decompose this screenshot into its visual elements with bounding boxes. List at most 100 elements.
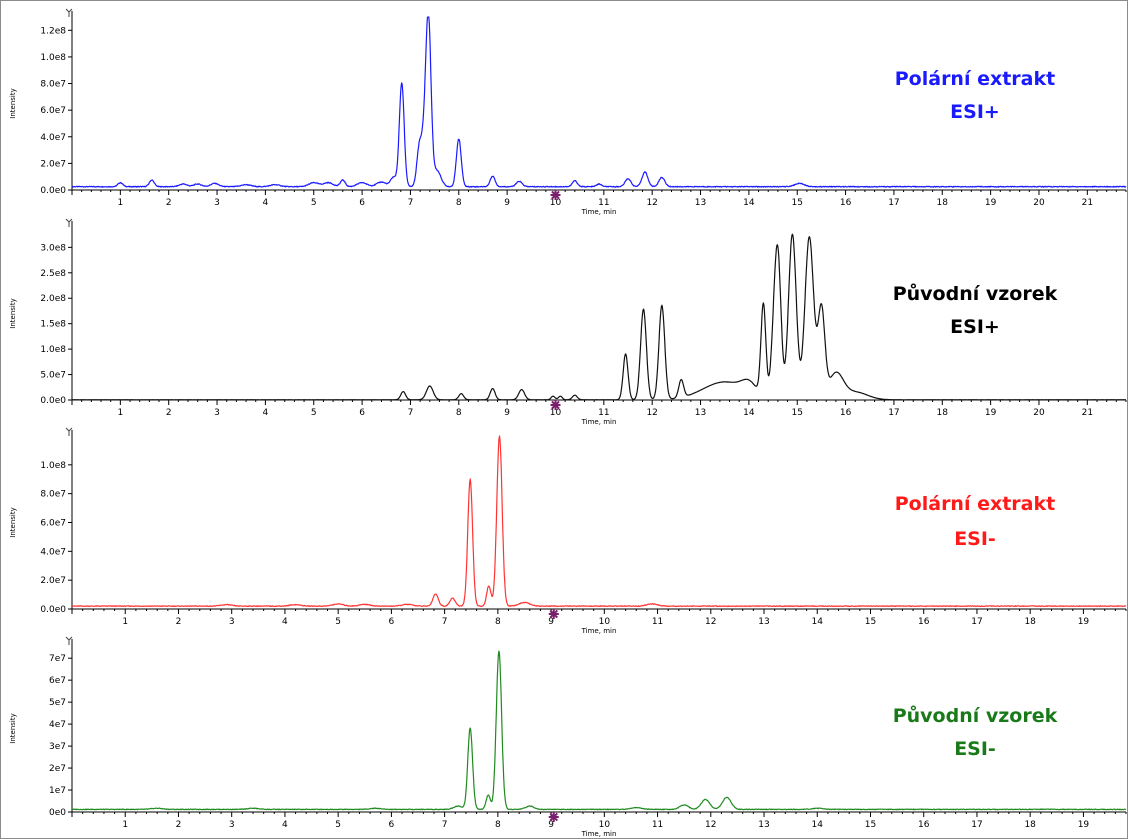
panel-4-x-tick-label: 12 [705,820,716,830]
panel-2-y-tick-label: 0.0e0 [40,396,66,406]
panel-3-x-tick-label: 5 [335,617,341,627]
panel-3-x-tick-label: 4 [282,617,288,627]
panel-1-x-tick-label: 18 [937,198,949,208]
panel-3-y-tick-label: 2.0e7 [40,576,66,586]
panel-2-annotation-line: Původní vzorek [893,282,1058,305]
panel-4-y-tick-label: 1e7 [49,786,66,796]
panel-4-x-tick-label: 18 [1024,820,1036,830]
panel-1-trace [71,16,1127,188]
panel-3-x-tick-label: 8 [495,617,501,627]
panel-2-x-tick-label: 8 [456,408,462,418]
panel-1-marker-icon [550,190,561,200]
panel-4-x-tick-label: 1 [122,820,128,830]
panel-4-annotation-line: Původní vzorek [893,704,1058,727]
panel-2-marker-stroke [551,400,560,410]
panel-2-x-tick-label: 14 [743,408,755,418]
panel-4-y-tick-label: 3e7 [49,742,66,752]
panel-2-x-tick-label: 18 [937,408,949,418]
panel-4-x-tick-label: 5 [335,820,341,830]
panel-3-x-axis-title: Time, min [581,627,617,635]
panel-1-x-tick-label: 10 [550,198,562,208]
panel-1-x-tick-label: 15 [792,198,803,208]
panel-4-axis-handle-icon [65,636,73,645]
panel-2-x-tick-label: 2 [166,408,172,418]
panel-1-y-tick-label: 8.0e7 [40,80,66,90]
panel-4-x-tick-label: 9 [548,820,554,830]
panel-4-x-tick-label: 7 [442,820,448,830]
panel-3-axis-handle-icon [65,427,73,436]
panel-1-x-axis-title: Time, min [581,208,617,216]
panel-4-annotation-line: ESI- [954,738,996,760]
panel-3-x-tick-label: 12 [705,617,716,627]
panel-2-y-tick-label: 3.0e8 [40,243,66,253]
panel-3-x-tick-label: 1 [122,617,128,627]
panel-1-x-tick-label: 6 [359,198,365,208]
panel-1-y-tick-label: 0.0e0 [40,186,66,196]
panel-4-y-tick-label: 5e7 [49,698,66,708]
panel-4-y-tick-label: 6e7 [49,676,66,686]
panel-2-y-tick-label: 1.0e8 [40,345,66,355]
panel-4-x-tick-label: 4 [282,820,288,830]
panel-1-x-tick-label: 12 [646,198,657,208]
panel-4-x-tick-label: 15 [865,820,876,830]
panel-2-y-tick-label: 5.0e7 [40,371,66,381]
panel-2-x-tick-label: 20 [1033,408,1045,418]
panel-1-axis-handle-icon [65,8,73,17]
panel-4-x-tick-label: 6 [389,820,395,830]
panel-2-x-tick-label: 17 [888,408,899,418]
panel-4-x-tick-label: 2 [176,820,182,830]
panel-4-x-tick-label: 8 [495,820,501,830]
panel-4-x-tick-label: 3 [229,820,235,830]
panel-4-trace [71,650,1127,811]
panel-4-y-axis-title: Intensity [9,713,17,743]
panel-2-x-tick-label: 10 [550,408,562,418]
panel-3-trace [71,435,1127,608]
panel-2-y-tick-label: 2.5e8 [40,269,66,279]
panel-1-y-axis-title: Intensity [9,88,17,118]
panel-3-annotation-line: Polární extrakt [895,493,1055,515]
panel-2-x-tick-label: 4 [263,408,269,418]
panel-3-x-tick-label: 10 [599,617,611,627]
panel-3-x-tick-label: 7 [442,617,448,627]
panel-2-x-tick-label: 11 [598,408,609,418]
panel-2-x-tick-label: 3 [214,408,220,418]
panel-1-x-tick-label: 7 [408,198,414,208]
panel-2-annotation-line: ESI+ [950,316,1000,338]
panel-1-x-tick-label: 5 [311,198,317,208]
panel-1-x-tick-label: 19 [985,198,997,208]
panel-4-x-axis-title: Time, min [581,830,617,838]
panel-2-marker-icon [550,400,561,410]
panel-3-x-tick-label: 17 [971,617,982,627]
panel-2-y-axis-title: Intensity [9,298,17,328]
panel-2-x-tick-label: 9 [504,408,510,418]
panel-1-x-tick-label: 16 [840,198,852,208]
panel-3-marker-icon [548,609,559,619]
panel-2-axis-handle-icon [65,218,73,227]
panel-4-y-tick-label: 0e0 [49,808,66,818]
panel-4-x-tick-label: 10 [599,820,611,830]
panel-1-x-tick-label: 8 [456,198,462,208]
panel-2-x-axis-title: Time, min [581,418,617,426]
panel-1-annotation-line: ESI+ [950,101,1000,123]
panel-2-x-tick-label: 15 [792,408,803,418]
panel-3-annotation-line: ESI- [954,528,996,550]
panel-2-x-tick-label: 13 [695,408,706,418]
panel-2-x-tick-label: 5 [311,408,317,418]
panel-4-y-tick-label: 2e7 [49,764,66,774]
panel-1-y-tick-label: 4.0e7 [40,133,66,143]
panel-3-x-tick-label: 16 [918,617,930,627]
panel-1-marker-stroke [551,190,560,200]
panel-3-x-tick-label: 19 [1078,617,1090,627]
panel-4-x-tick-label: 11 [652,820,663,830]
panel-3-y-tick-label: 8.0e7 [40,490,66,500]
panel-1-y-tick-label: 1.2e8 [40,26,66,36]
panel-1-y-tick-label: 1.0e8 [40,53,66,63]
panel-1-x-tick-label: 1 [117,198,123,208]
panel-2-x-tick-label: 6 [359,408,365,418]
panel-1-annotation-line: Polární extrakt [895,68,1055,90]
panel-3-y-tick-label: 0.0e0 [40,605,66,615]
panel-1-x-tick-label: 3 [214,198,220,208]
